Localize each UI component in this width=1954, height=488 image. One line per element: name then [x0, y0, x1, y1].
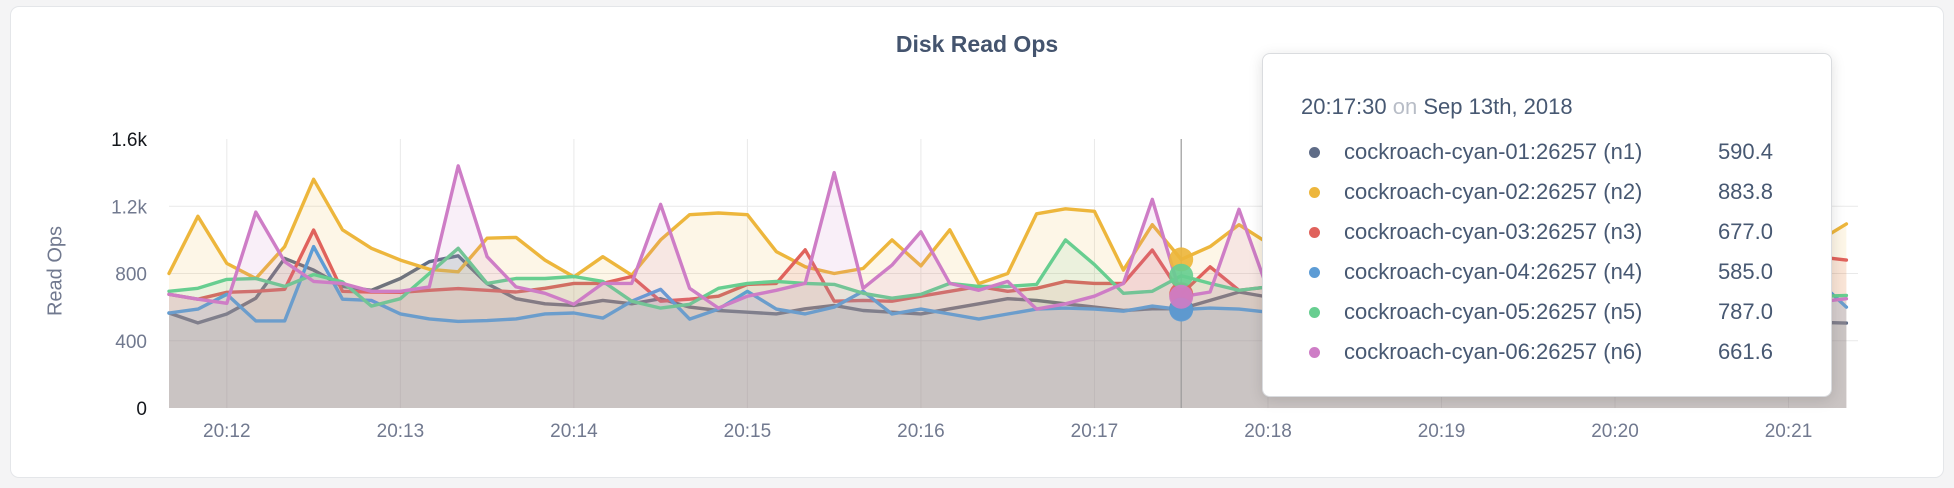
- x-tick-label: 20:12: [203, 421, 251, 442]
- series-color-dot-icon: [1309, 186, 1320, 198]
- x-tick-label: 20:20: [1591, 421, 1639, 442]
- x-tick-label: 20:14: [550, 421, 598, 442]
- x-tick-label: 20:19: [1418, 421, 1466, 442]
- tooltip-row: cockroach-cyan-06:26257 (n6) 661.6: [1301, 332, 1773, 372]
- x-tick-label: 20:18: [1244, 421, 1292, 442]
- x-tick-label: 20:13: [377, 421, 425, 442]
- x-tick-label: 20:15: [724, 421, 772, 442]
- chart-title: Disk Read Ops: [895, 31, 1059, 57]
- tooltip-row: cockroach-cyan-02:26257 (n2) 883.8: [1301, 172, 1773, 212]
- tooltip-row: cockroach-cyan-04:26257 (n4) 585.0: [1301, 252, 1773, 292]
- tooltip-series-value: 590.4: [1717, 139, 1773, 164]
- tooltip-series-label: cockroach-cyan-01:26257 (n1): [1344, 139, 1643, 164]
- tooltip-series-value: 677.0: [1717, 219, 1773, 244]
- y-tick-label: 1.6k: [111, 130, 147, 151]
- tooltip-series-label: cockroach-cyan-03:26257 (n3): [1344, 219, 1643, 244]
- hover-dot-n6: [1169, 284, 1194, 309]
- series-color-dot-icon: [1309, 146, 1320, 158]
- tooltip-series-value: 883.8: [1717, 179, 1773, 204]
- tooltip-header: 20:17:30 on Sep 13th, 2018: [1301, 94, 1773, 120]
- y-axis-labels: 1.6k 1.2k 800 400 0: [111, 130, 147, 420]
- chart-tooltip: 20:17:30 on Sep 13th, 2018 cockroach-cya…: [1262, 53, 1832, 397]
- series-color-dot-icon: [1309, 266, 1320, 278]
- tooltip-series-label: cockroach-cyan-05:26257 (n5): [1344, 299, 1643, 324]
- tooltip-series-label: cockroach-cyan-04:26257 (n4): [1344, 259, 1643, 284]
- hover-dots: [1169, 247, 1194, 322]
- hover-dot-n5: [1169, 263, 1194, 288]
- series-color-dot-icon: [1309, 306, 1320, 318]
- tooltip-rows: cockroach-cyan-01:26257 (n1) 590.4 cockroa…: [1301, 132, 1773, 372]
- tooltip-series-label: cockroach-cyan-06:26257 (n6): [1344, 339, 1643, 364]
- x-tick-label: 20:17: [1071, 421, 1119, 442]
- tooltip-series-label: cockroach-cyan-02:26257 (n2): [1344, 179, 1643, 204]
- x-axis-labels: 20:12 20:13 20:14 20:15 20:16 20:17 20:18 20:19…: [203, 421, 1812, 442]
- x-tick-label: 20:16: [897, 421, 945, 442]
- y-tick-label: 800: [115, 265, 147, 286]
- tooltip-date: Sep 13th, 2018: [1423, 94, 1573, 119]
- tooltip-time: 20:17:30: [1301, 94, 1387, 119]
- tooltip-row: cockroach-cyan-03:26257 (n3) 677.0: [1301, 212, 1773, 252]
- y-tick-label: 1.2k: [111, 197, 147, 218]
- y-tick-label: 0: [136, 399, 147, 420]
- tooltip-series-value: 661.6: [1717, 339, 1773, 364]
- tooltip-on: on: [1392, 94, 1418, 119]
- series-color-dot-icon: [1309, 226, 1320, 238]
- x-tick-label: 20:21: [1765, 421, 1813, 442]
- y-tick-label: 400: [115, 332, 147, 353]
- tooltip-series-value: 787.0: [1717, 299, 1773, 324]
- tooltip-row: cockroach-cyan-05:26257 (n5) 787.0: [1301, 292, 1773, 332]
- tooltip-row: cockroach-cyan-01:26257 (n1) 590.4: [1301, 132, 1773, 172]
- series-color-dot-icon: [1309, 346, 1320, 358]
- tooltip-series-value: 585.0: [1717, 259, 1773, 284]
